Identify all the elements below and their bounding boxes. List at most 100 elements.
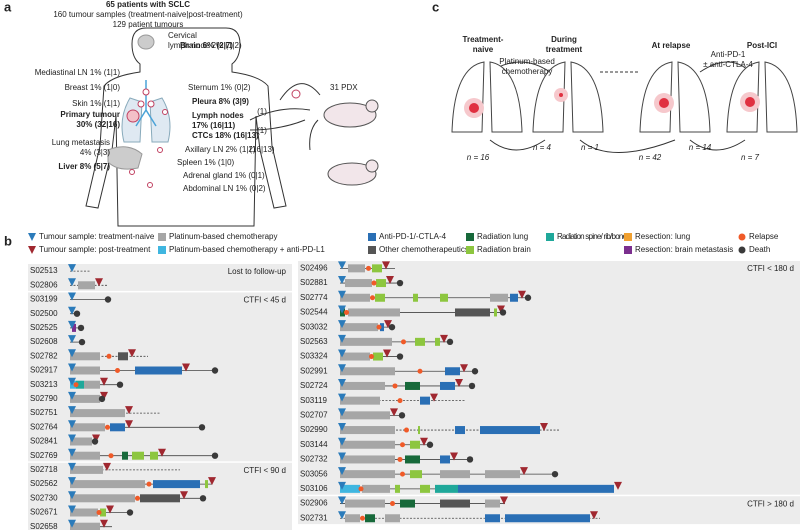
treatment-bar — [100, 508, 106, 517]
legend-swatch — [28, 246, 36, 254]
treatment-bar — [118, 352, 128, 361]
sample-marker — [68, 377, 76, 386]
legend-swatch — [546, 233, 554, 241]
site-label: Axillary LN 2% (1|2) — [185, 145, 256, 154]
sample-marker — [182, 363, 190, 372]
treatment-bar — [415, 337, 425, 346]
sample-marker — [68, 505, 76, 514]
death-marker — [388, 323, 396, 331]
treatment-bar — [70, 380, 76, 389]
sample-id: S02782 — [30, 351, 58, 360]
site-label: Adrenal gland 1% (0|1) — [183, 171, 265, 180]
death-marker — [211, 367, 219, 374]
site-label: Liver 8% (5|7) — [58, 162, 110, 171]
site-label: 4% (3|3) — [80, 148, 110, 157]
relapse-marker — [135, 495, 140, 501]
treatment-bar — [385, 514, 400, 523]
tumour — [559, 93, 563, 97]
legend-swatch — [368, 246, 376, 254]
sample-id: S02671 — [30, 508, 58, 517]
sample-id: S03106 — [300, 484, 328, 493]
treatment-bar — [340, 367, 395, 376]
treatment-bar — [376, 279, 386, 288]
treatment-bar — [405, 381, 420, 390]
sample-id: S02608 — [30, 337, 58, 346]
relapse-marker — [370, 295, 375, 301]
cohort-subtitle: 160 tumour samples (treatment-naive|post… — [53, 10, 243, 19]
sample-marker — [338, 511, 346, 520]
treatment-bar — [340, 323, 378, 332]
sample-id: S02841 — [30, 437, 58, 446]
treatment-bar — [340, 293, 370, 302]
sample-marker — [338, 496, 346, 505]
flow-label: (1) — [257, 107, 267, 116]
tumour — [469, 103, 479, 113]
treatment-bar — [505, 514, 590, 523]
body-silhouette — [85, 27, 287, 227]
death-marker — [446, 338, 454, 346]
sample-marker — [430, 393, 438, 402]
treatment-bar — [440, 455, 450, 464]
sample-id: S02806 — [30, 280, 58, 289]
treatment-bar — [375, 293, 385, 302]
treatment-bar — [340, 381, 385, 390]
count-label: n = 4 — [533, 143, 552, 152]
sample-marker — [390, 408, 398, 417]
treatment-bar — [70, 451, 100, 460]
treatment-bar — [410, 440, 420, 449]
treatment-label: Anti-PD-1 — [711, 50, 746, 59]
death-marker — [126, 509, 134, 516]
sample-marker — [68, 278, 76, 287]
relapse-marker — [371, 280, 377, 286]
group-band — [28, 292, 292, 462]
sample-marker — [68, 519, 76, 528]
legend-label: Radiation brain — [477, 245, 531, 254]
treatment-bar — [348, 308, 400, 317]
treatment-bar — [84, 380, 100, 389]
sample-marker — [338, 305, 346, 314]
sample-id: S02496 — [300, 263, 328, 272]
relapse-marker — [146, 481, 152, 487]
treatment-bar — [485, 514, 500, 523]
site-label: Abdominal LN 1% (0|2) — [183, 184, 266, 193]
legend-swatch — [158, 233, 166, 241]
organs — [107, 34, 171, 188]
treatment-bar — [420, 396, 430, 405]
legend-label: Relapse — [749, 232, 779, 241]
sample-marker — [125, 406, 133, 415]
relapse-marker — [417, 368, 423, 374]
treatment-bar — [345, 279, 372, 288]
sample-marker — [68, 335, 76, 344]
site-label: Mediastinal LN 1% (1|1) — [35, 68, 121, 77]
sample-id: S02991 — [300, 366, 328, 375]
sample-marker — [100, 377, 108, 386]
treatment-label: Platinum-based — [499, 57, 555, 66]
sample-marker — [68, 491, 76, 500]
treatment-bar — [70, 352, 100, 361]
sample-marker — [500, 496, 508, 505]
legend-label: Death — [749, 245, 770, 254]
treatment-bar — [413, 293, 418, 302]
panel-label: b — [4, 233, 12, 248]
death-marker — [426, 441, 434, 448]
sample-marker — [100, 519, 108, 528]
sample-id: S02544 — [300, 308, 328, 317]
group-label: CTFI < 45 d — [244, 296, 286, 305]
tumour — [659, 98, 669, 108]
death-marker — [396, 353, 404, 360]
sample-marker — [338, 276, 346, 285]
sample-marker — [68, 420, 76, 429]
sample-id: S02751 — [30, 408, 58, 417]
site-label: Lung metastasis — [52, 138, 110, 147]
death-marker — [398, 412, 406, 419]
treatment-bar — [455, 426, 465, 435]
relapse-marker — [105, 424, 110, 430]
treatment-bar — [362, 484, 390, 493]
treatment-label: ± anti-CTLA-4 — [703, 60, 753, 69]
relapse-marker — [96, 510, 102, 515]
sample-marker — [68, 434, 76, 443]
sample-marker — [68, 477, 76, 486]
site-label: lymph node 2% (1|2) — [168, 41, 242, 50]
treatment-bar — [340, 440, 395, 449]
sample-marker — [338, 378, 346, 387]
